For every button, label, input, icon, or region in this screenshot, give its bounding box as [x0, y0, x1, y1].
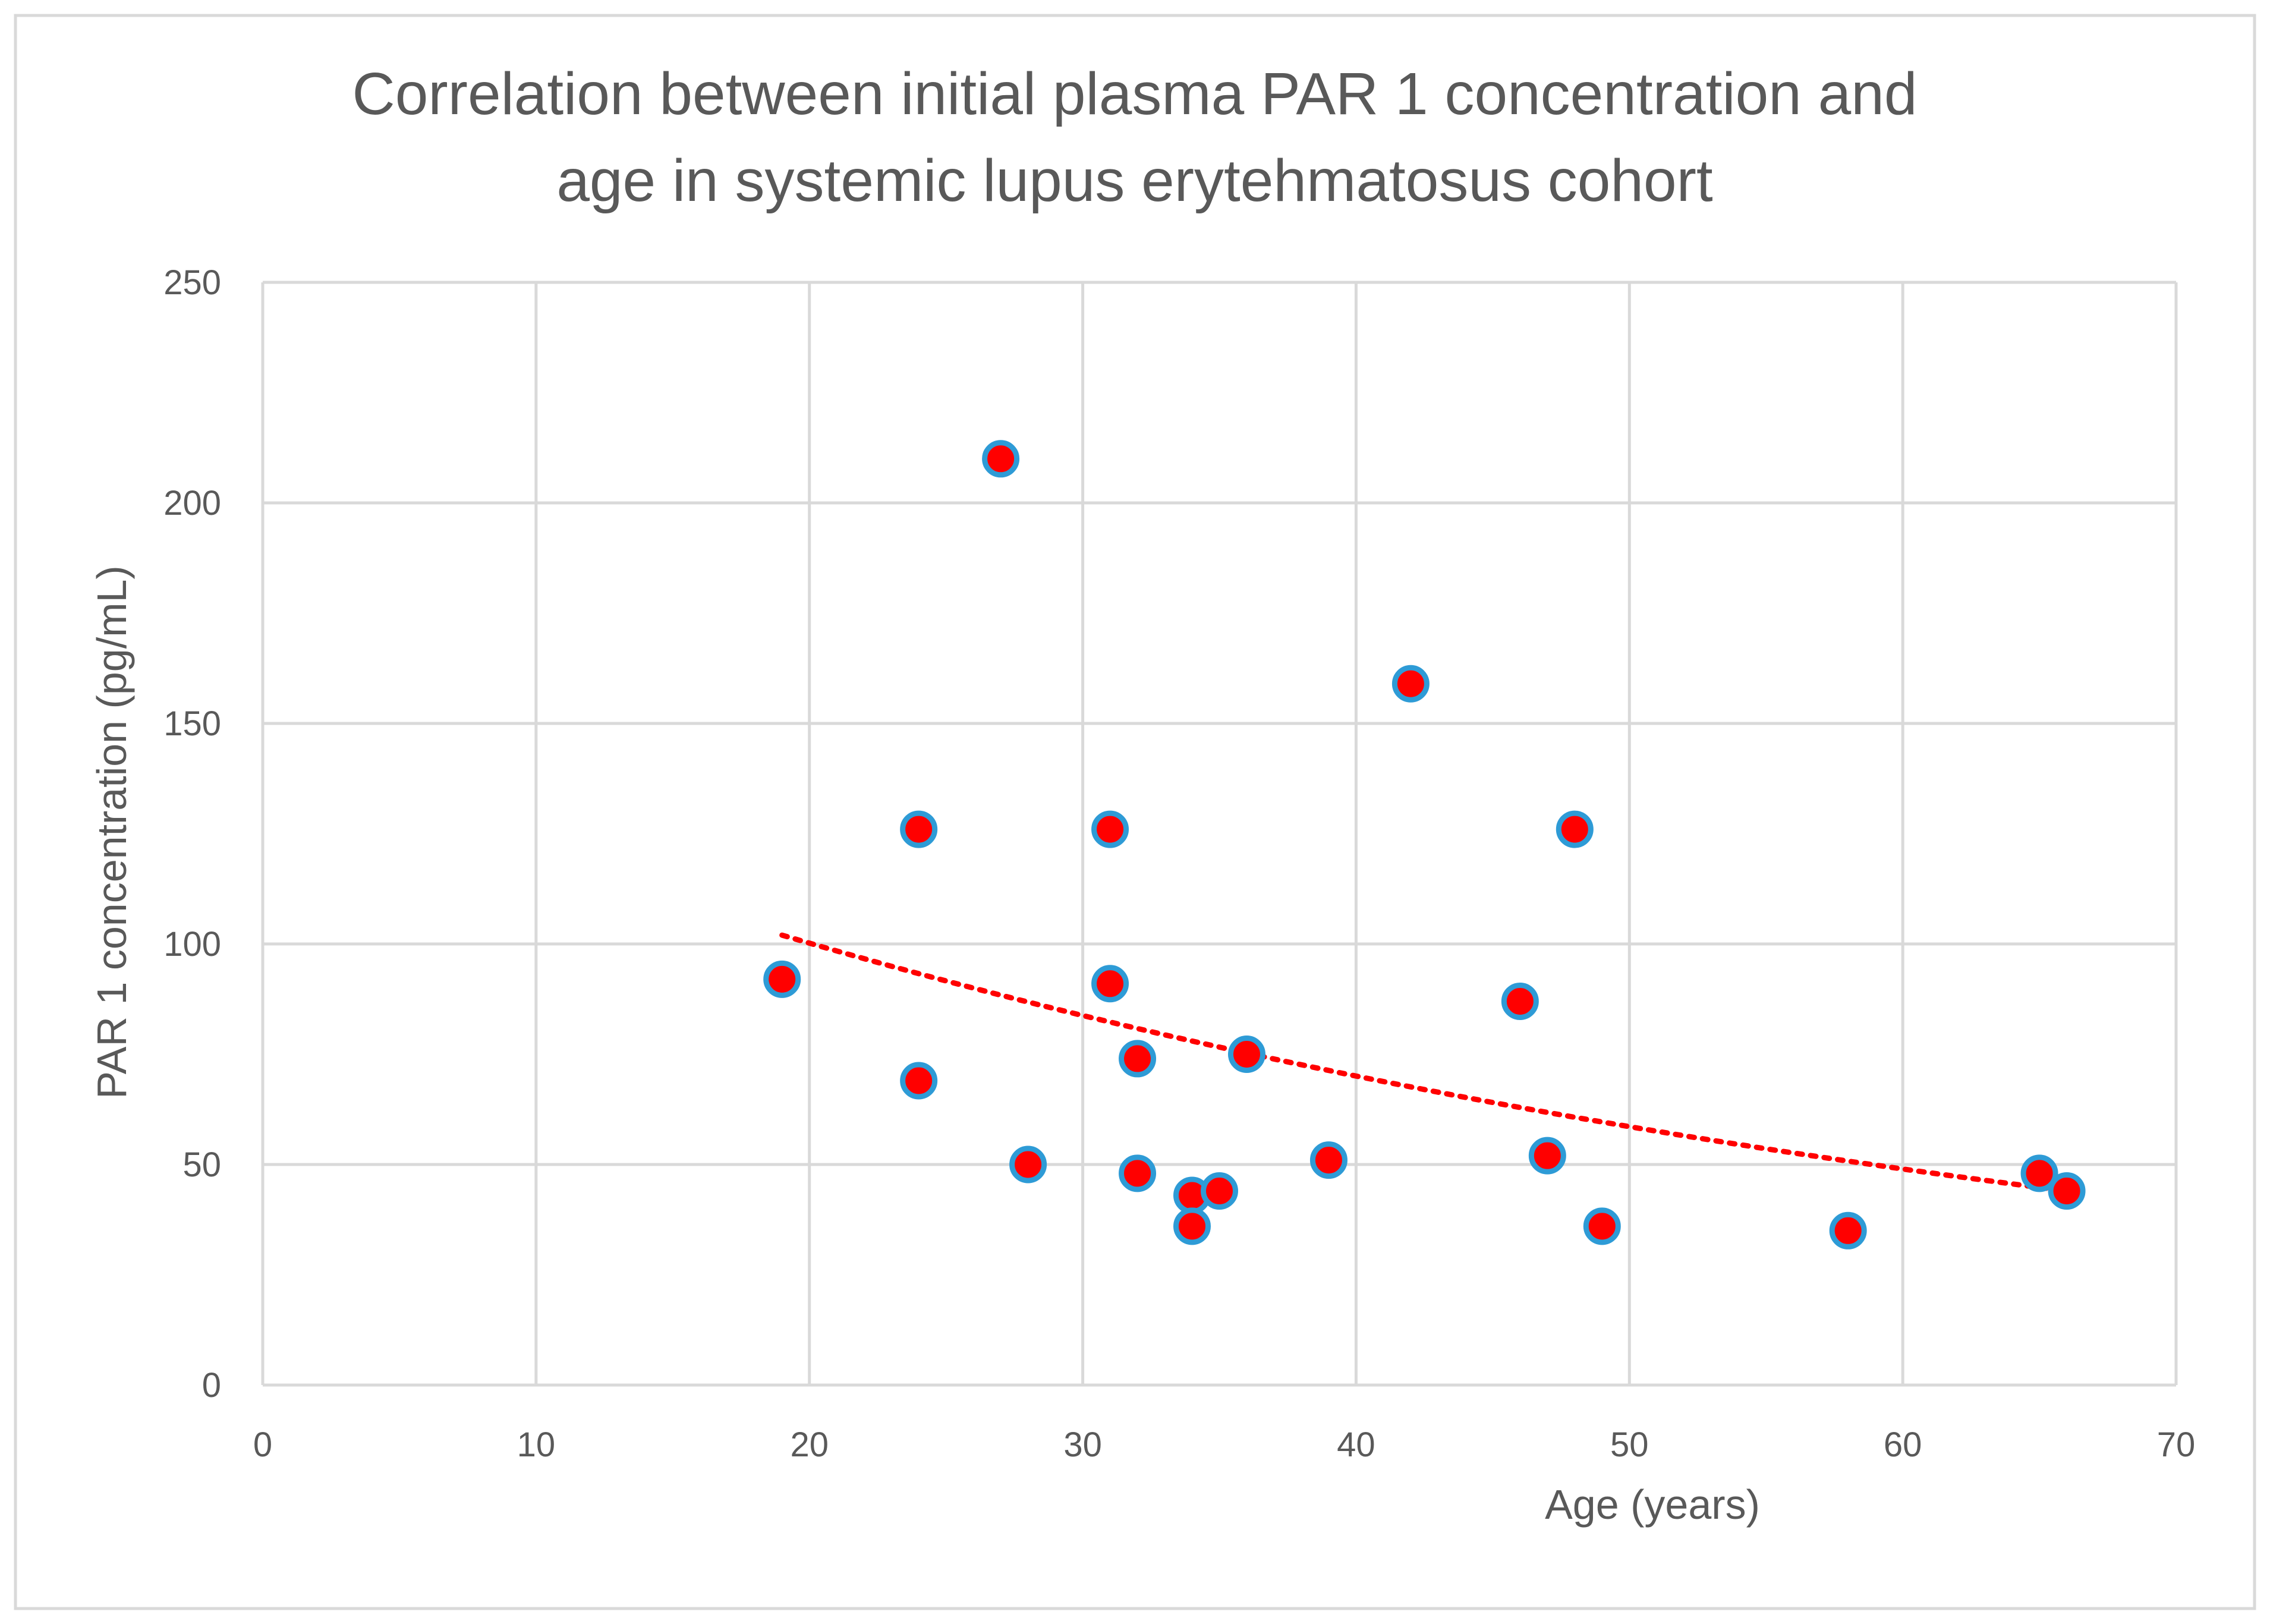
- chart-title-line-1: Correlation between initial plasma PAR 1…: [352, 61, 1918, 127]
- trendline-group: [779, 932, 2070, 1194]
- data-point: [1119, 1040, 1157, 1078]
- x-tick-label: 20: [790, 1425, 829, 1464]
- data-point: [1091, 965, 1129, 1003]
- trendline: [779, 932, 2070, 1194]
- tick-labels: 0 50 100 150 200 250 0 10 20 30 40 50 60 70: [163, 263, 2195, 1464]
- data-point: [900, 810, 938, 848]
- x-tick-label: 40: [1337, 1425, 1375, 1464]
- data-point: [982, 440, 1020, 478]
- y-tick-label: 50: [182, 1145, 221, 1184]
- x-tick-label: 50: [1610, 1425, 1649, 1464]
- data-point: [2048, 1172, 2086, 1210]
- chart-border: [14, 14, 2256, 1610]
- grid-lines: [261, 281, 2178, 1387]
- data-point: [1829, 1211, 1867, 1250]
- y-axis-title: PAR 1 concentration (pg/mL): [89, 565, 135, 1099]
- data-point: [763, 960, 801, 998]
- data-point: [1091, 810, 1129, 848]
- data-point: [1309, 1141, 1347, 1179]
- y-tick-label: 200: [163, 484, 221, 523]
- data-point: [1556, 810, 1594, 848]
- data-point: [1009, 1145, 1047, 1184]
- data-point: [1391, 665, 1430, 703]
- data-point: [1501, 982, 1539, 1020]
- y-tick-label: 250: [163, 263, 221, 302]
- x-tick-label: 10: [517, 1425, 556, 1464]
- data-point: [1173, 1207, 1211, 1245]
- data-point: [1227, 1036, 1265, 1073]
- y-tick-label: 150: [163, 704, 221, 743]
- x-tick-label: 0: [253, 1425, 272, 1464]
- chart-title-line-2: age in systemic lupus erytehmatosus coho…: [556, 147, 1713, 214]
- data-point: [2020, 1154, 2058, 1192]
- y-tick-label: 100: [163, 925, 221, 964]
- data-points: [763, 440, 2086, 1250]
- data-point: [1119, 1154, 1157, 1192]
- data-point: [1201, 1172, 1238, 1210]
- x-axis-title: Age (years): [1545, 1481, 1760, 1528]
- x-tick-label: 30: [1063, 1425, 1102, 1464]
- data-point: [1528, 1137, 1566, 1175]
- y-tick-label: 0: [202, 1366, 221, 1405]
- x-tick-label: 70: [2157, 1425, 2196, 1464]
- data-point: [900, 1062, 938, 1100]
- x-tick-label: 60: [1884, 1425, 1922, 1464]
- data-point: [1583, 1207, 1621, 1245]
